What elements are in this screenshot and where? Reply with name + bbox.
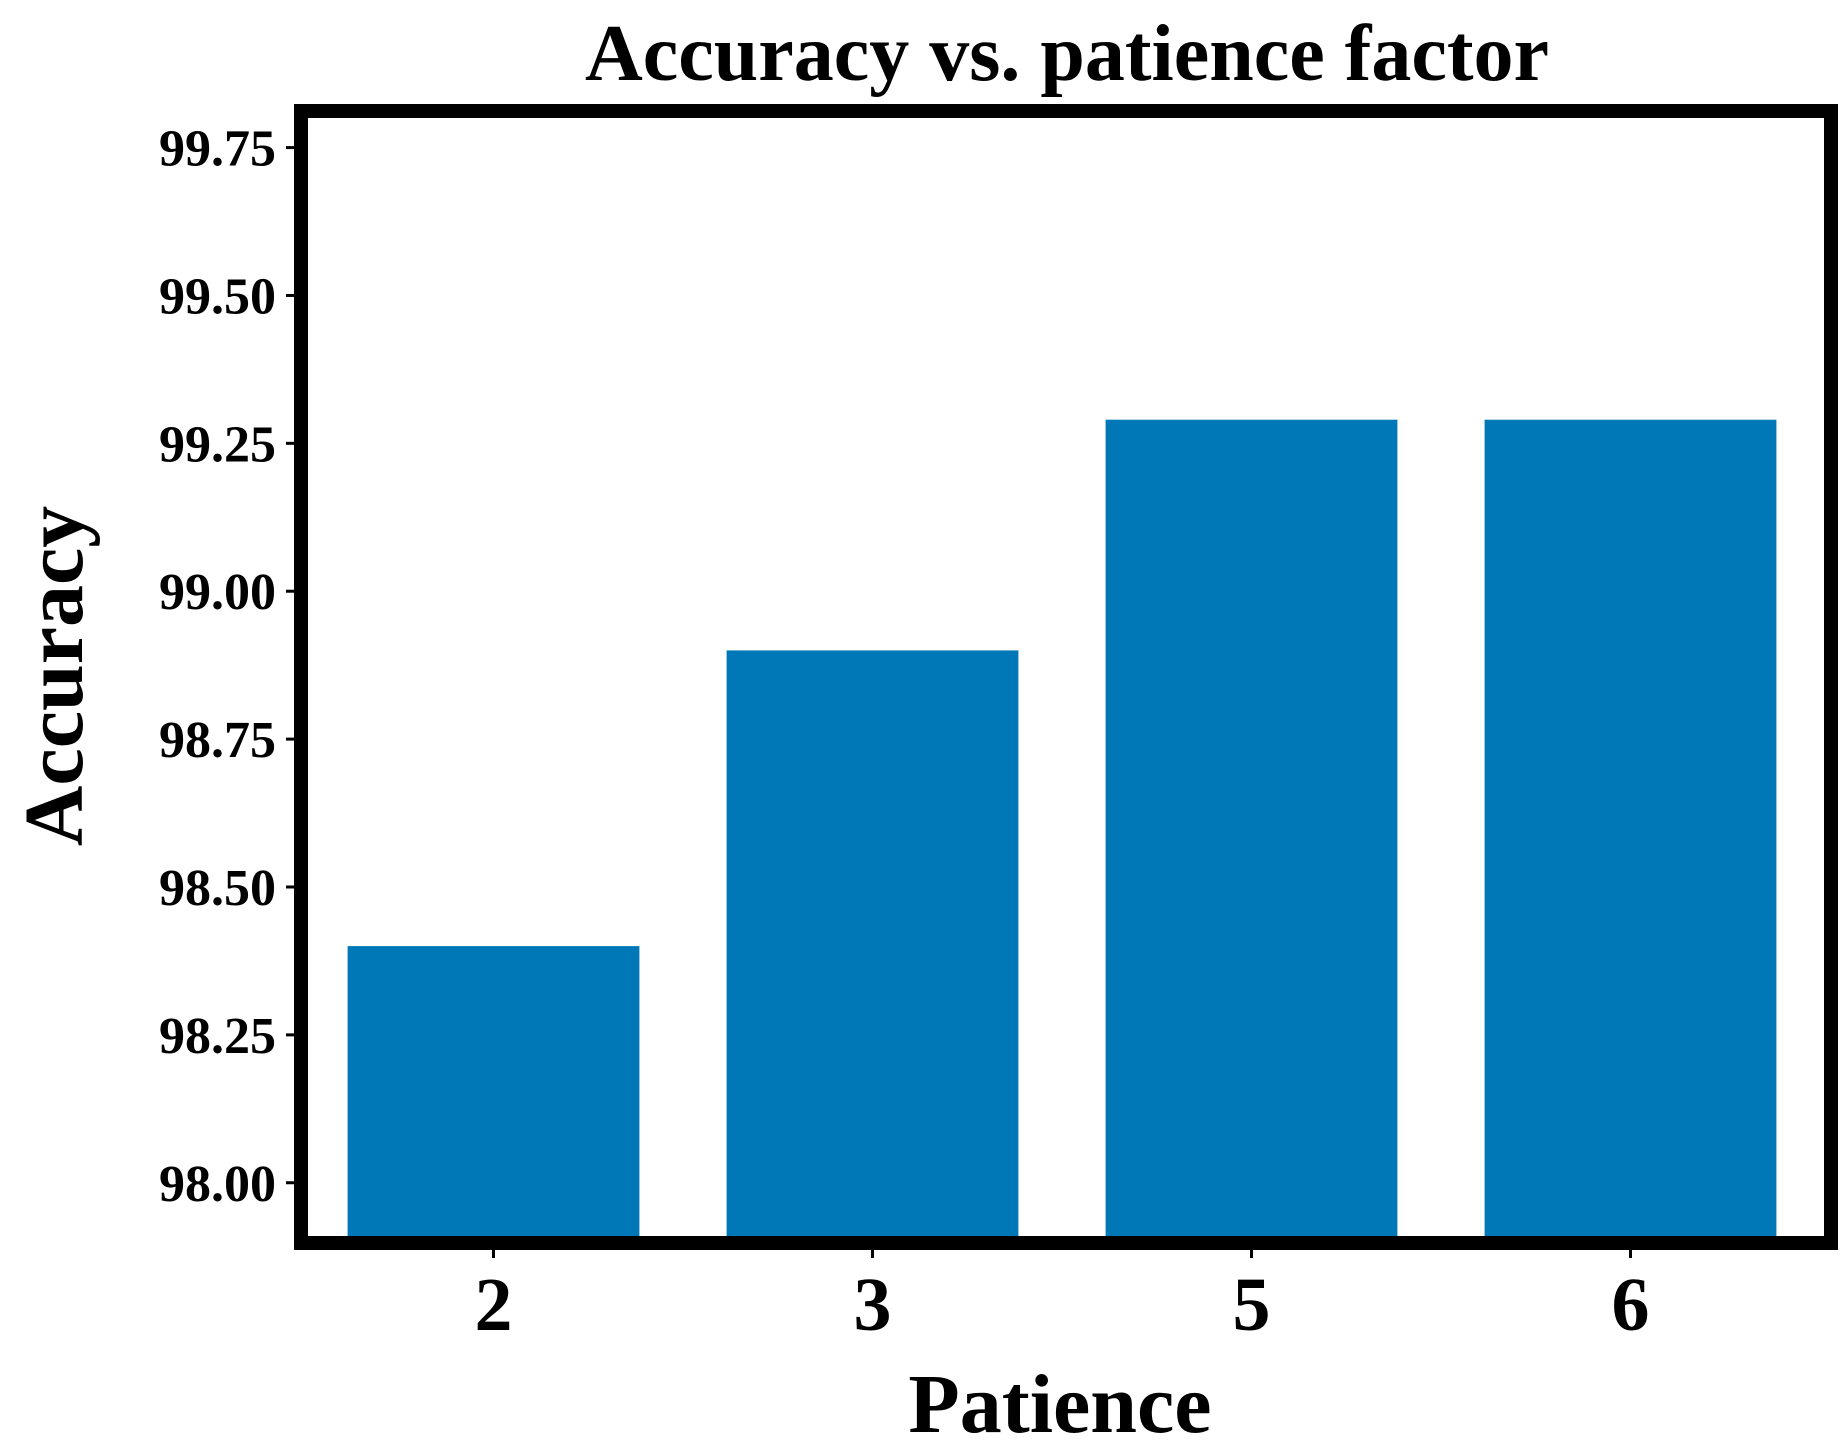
y-tick-label: 98.75 (159, 712, 276, 769)
bar-3 (726, 650, 1019, 1236)
plot-frame (294, 104, 1838, 1250)
y-tick-label: 99.75 (159, 121, 276, 178)
y-tick-label: 99.50 (159, 268, 276, 325)
bar-2 (347, 946, 640, 1236)
bars-layer (347, 419, 1777, 1236)
y-tick-label: 98.50 (159, 860, 276, 917)
x-tick-label: 2 (475, 1263, 513, 1347)
x-tick-label: 6 (1612, 1263, 1650, 1347)
y-tick-label: 98.00 (159, 1156, 276, 1213)
chart-title: Accuracy vs. patience factor (585, 10, 1549, 98)
y-axis-ticks: 98.00 98.25 98.50 98.75 99.00 99.25 99.50 99.75 (159, 121, 301, 1213)
x-axis-label: Patience (908, 1358, 1211, 1440)
y-tick-label: 99.00 (159, 564, 276, 621)
bar-5 (1105, 419, 1398, 1236)
bar-6 (1484, 419, 1777, 1236)
x-tick-label: 5 (1233, 1263, 1271, 1347)
y-tick-label: 99.25 (159, 416, 276, 473)
x-tick-label: 3 (854, 1263, 892, 1347)
x-axis-ticks: 2 3 5 6 (475, 1243, 1650, 1347)
y-axis-label: Accuracy (8, 506, 101, 847)
y-tick-label: 98.25 (159, 1008, 276, 1065)
